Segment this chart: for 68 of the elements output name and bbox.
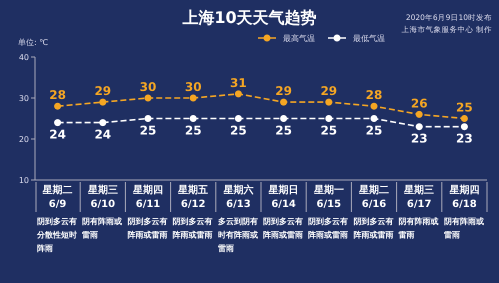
x-tick-label: 星期五 6/12 (177, 184, 208, 210)
point (416, 110, 423, 118)
point (190, 94, 197, 102)
y-tick-label: 30 (18, 94, 29, 103)
point (234, 90, 242, 98)
data-label: 29 (94, 84, 112, 98)
x-tick-label: 星期六 6/13 (222, 184, 254, 210)
y-tick-label: 10 (18, 176, 29, 185)
legend-label: 最低气温 (353, 34, 385, 43)
x-tick-label: 星期二 6/16 (358, 184, 389, 210)
x-tick-label: 星期日 6/14 (268, 184, 299, 210)
text: 阴到多云有阵雨或雷雨 (127, 216, 168, 240)
point (325, 98, 332, 106)
text: 阴到多云有阵雨或雷雨 (172, 216, 213, 240)
y-tick-label: 20 (18, 135, 29, 144)
x-tick-label: 星期三 6/17 (403, 184, 434, 210)
y-tick-label: 40 (18, 53, 29, 62)
point (280, 115, 288, 122)
point (234, 115, 242, 122)
data-label: 29 (320, 84, 338, 98)
point (280, 98, 288, 106)
data-label: 25 (456, 100, 473, 114)
point (99, 119, 106, 126)
data-label: 23 (410, 132, 428, 146)
x-tick-label: 星期三 6/10 (86, 184, 118, 210)
data-label: 24 (94, 128, 112, 142)
data-label: 25 (366, 124, 382, 138)
text: 阴到多云有分散性短时阵雨 (36, 216, 77, 253)
y-axis-title: 单位: ℃ (18, 38, 48, 47)
point (54, 119, 62, 126)
text: 阴到多云有阵雨或雷雨 (263, 216, 303, 240)
data-label: 30 (140, 80, 156, 94)
text: 阴到多云有阵雨或雷雨 (308, 216, 348, 240)
data-label: 25 (275, 124, 292, 138)
data-label: 30 (184, 80, 202, 94)
point (54, 102, 62, 110)
point (144, 115, 152, 122)
point (460, 123, 468, 130)
text: 阴到多云有阵雨或雷雨 (353, 216, 394, 240)
data-label: 28 (49, 88, 66, 102)
text: 多云到阴有时有阵雨或雷雨 (218, 216, 258, 253)
data-label: 25 (184, 124, 202, 138)
data-label: 24 (49, 128, 66, 142)
data-label: 25 (140, 124, 156, 138)
point (99, 98, 106, 106)
chart-title: 上海10天天气趋势 (181, 8, 317, 27)
point (370, 102, 378, 110)
point (416, 123, 423, 130)
text: 阴有阵雨或雷雨 (398, 216, 439, 240)
point (370, 115, 378, 122)
point (460, 115, 468, 122)
point (190, 115, 197, 122)
x-tick-label: 星期四 6/18 (448, 184, 480, 210)
data-label: 29 (275, 84, 292, 98)
data-label: 28 (366, 88, 382, 102)
data-label: 31 (230, 76, 247, 90)
point (325, 115, 332, 122)
legend-label: 最高气温 (283, 34, 315, 43)
text: 阴有阵雨或雷雨 (82, 216, 122, 240)
x-tick-label: 星期四 6/11 (132, 184, 163, 210)
x-tick-label: 星期一 6/15 (312, 184, 344, 210)
x-tick-label: 星期二 6/9 (42, 184, 73, 210)
point (144, 94, 152, 102)
data-label: 23 (456, 132, 473, 146)
data-label: 25 (230, 124, 247, 138)
data-label: 25 (320, 124, 338, 138)
text: 阴有阵雨或雷雨 (444, 216, 484, 240)
data-label: 26 (410, 96, 428, 110)
